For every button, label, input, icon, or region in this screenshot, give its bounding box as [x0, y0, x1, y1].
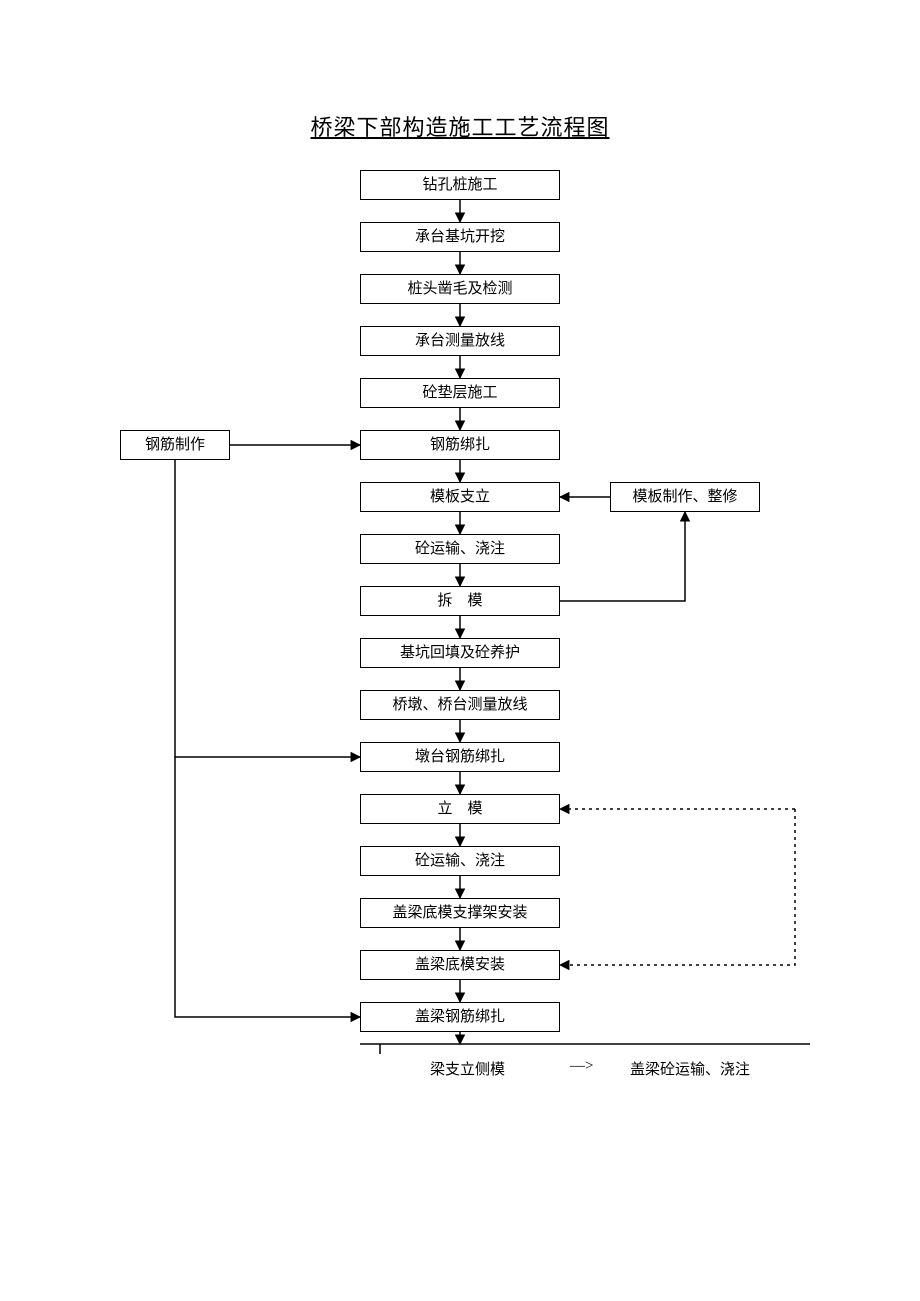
flow-node-n13: 立 模: [360, 794, 560, 824]
flow-node-s1: 钢筋制作: [120, 430, 230, 460]
flow-node-n10: 基坑回填及砼养护: [360, 638, 560, 668]
flow-node-n17: 盖梁钢筋绑扎: [360, 1002, 560, 1032]
footer-right-text: 盖梁砼运输、浇注: [630, 1058, 750, 1079]
flow-node-n8: 砼运输、浇注: [360, 534, 560, 564]
flow-node-n1: 钻孔桩施工: [360, 170, 560, 200]
flow-node-n16: 盖梁底模安装: [360, 950, 560, 980]
flow-node-n6: 钢筋绑扎: [360, 430, 560, 460]
flow-node-n12: 墩台钢筋绑扎: [360, 742, 560, 772]
flow-node-n2: 承台基坑开挖: [360, 222, 560, 252]
flow-node-n7: 模板支立: [360, 482, 560, 512]
flow-node-n14: 砼运输、浇注: [360, 846, 560, 876]
flow-node-n5: 砼垫层施工: [360, 378, 560, 408]
flow-node-s2: 模板制作、整修: [610, 482, 760, 512]
flow-node-n15: 盖梁底模支撑架安装: [360, 898, 560, 928]
footer-arrow-text: —>: [570, 1058, 593, 1075]
flow-node-n11: 桥墩、桥台测量放线: [360, 690, 560, 720]
flow-node-n9: 拆 模: [360, 586, 560, 616]
flow-node-n3: 桩头凿毛及检测: [360, 274, 560, 304]
flow-node-n4: 承台测量放线: [360, 326, 560, 356]
page-title: 桥梁下部构造施工工艺流程图: [0, 110, 920, 142]
footer-left-text: 梁支立侧模: [430, 1058, 505, 1079]
